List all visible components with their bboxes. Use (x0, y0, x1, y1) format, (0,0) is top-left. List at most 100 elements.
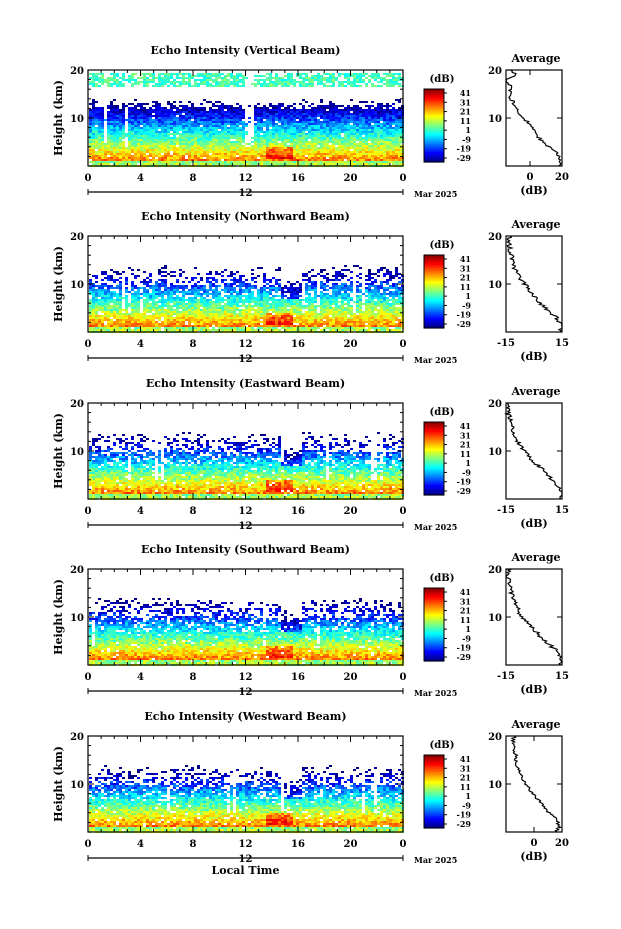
panel-title: Echo Intensity (Vertical Beam) (150, 44, 340, 57)
y-axis-label: Height (km) (52, 579, 65, 655)
x-tick-label: 16 (291, 173, 305, 184)
profile-y-tick-label: 10 (488, 280, 502, 291)
colorbar-tick-label: 11 (460, 449, 471, 459)
colorbar-tick-label: 21 (460, 107, 471, 117)
heatmap-cells (89, 432, 404, 500)
colorbar-tick-label: -9 (462, 134, 471, 144)
profile-title: Average (510, 52, 560, 65)
profile-y-tick-label: 20 (488, 66, 502, 77)
echo-panel-1: Echo Intensity (Northward Beam)2010Heigh… (52, 210, 569, 365)
y-tick-label: 10 (70, 780, 84, 791)
profile-y-tick-label: 20 (488, 565, 502, 576)
colorbar-tick-label: 11 (460, 116, 471, 126)
colorbar-tick-label: 31 (460, 263, 471, 273)
profile-title: Average (510, 385, 560, 398)
colorbar-tick-label: 11 (460, 282, 471, 292)
colorbar-tick-label: 11 (460, 615, 471, 625)
colorbar-tick-label: 31 (460, 763, 471, 773)
profile-x-tick-label: 0 (531, 838, 538, 849)
panel-title: Echo Intensity (Northward Beam) (141, 210, 350, 223)
average-profile: Average 20 10 -15 15 (dB) (488, 385, 569, 530)
colorbar-tick-label: 1 (465, 458, 471, 468)
colorbar-tick-label: 31 (460, 596, 471, 606)
heatmap-cells (89, 73, 404, 167)
colorbar-tick-label: 21 (460, 273, 471, 283)
profile-x-label: (dB) (520, 184, 547, 197)
date-center-label: 12 (239, 854, 253, 865)
x-tick-label: 20 (344, 506, 358, 517)
date-center-label: 12 (239, 354, 253, 365)
colorbar-tick-label: -19 (457, 810, 472, 820)
average-profile: Average 20 10 0 20 (dB) (488, 52, 569, 197)
colorbar-tick-label: 21 (460, 773, 471, 783)
x-tick-label: 0 (85, 506, 92, 517)
x-tick-label: 4 (137, 839, 144, 850)
x-tick-label: 0 (400, 173, 407, 184)
average-profile: Average 20 10 0 20 (dB) (488, 718, 569, 863)
colorbar-tick-label: 41 (460, 587, 471, 597)
colorbar-tick-label: 41 (460, 421, 471, 431)
y-axis-label: Height (km) (52, 746, 65, 822)
colorbar-tick-label: 1 (465, 624, 471, 634)
x-tick-label: 8 (190, 839, 197, 850)
y-tick-label: 10 (70, 114, 84, 125)
y-axis-label: Height (km) (52, 413, 65, 489)
colorbar-label: (dB) (430, 74, 455, 85)
profile-x-tick-label: 20 (555, 172, 569, 183)
colorbar-tick-label: 21 (460, 440, 471, 450)
date-center-label: 12 (239, 521, 253, 532)
colorbar-tick-label: 41 (460, 254, 471, 264)
x-tick-label: 16 (291, 839, 305, 850)
x-tick-label: 8 (190, 506, 197, 517)
x-tick-label: 4 (137, 339, 144, 350)
profile-x-tick-label: 20 (555, 838, 569, 849)
date-label: Mar 2025 (414, 688, 457, 698)
colorbar-tick-label: -29 (457, 486, 472, 496)
profile-y-tick-label: 20 (488, 399, 502, 410)
profile-x-tick-label: 15 (555, 338, 569, 349)
x-tick-label: 4 (137, 506, 144, 517)
x-tick-label: 20 (344, 672, 358, 683)
profile-x-tick-label: 15 (555, 671, 569, 682)
echo-panel-0: Echo Intensity (Vertical Beam)2010Height… (52, 44, 569, 199)
colorbar-label: (dB) (430, 240, 455, 251)
x-tick-label: 8 (190, 672, 197, 683)
x-tick-label: 20 (344, 839, 358, 850)
y-tick-label: 20 (70, 732, 84, 743)
x-tick-label: 20 (344, 339, 358, 350)
colorbar-tick-label: 41 (460, 754, 471, 764)
heatmap-cells (89, 265, 404, 333)
x-tick-label: 4 (137, 672, 144, 683)
profile-title: Average (510, 718, 560, 731)
colorbar-tick-label: -29 (457, 652, 472, 662)
profile-x-tick-label: 0 (527, 172, 534, 183)
x-tick-label: 0 (85, 173, 92, 184)
x-tick-label: 20 (344, 173, 358, 184)
x-tick-label: 12 (239, 339, 253, 350)
colorbar-tick-label: 1 (465, 791, 471, 801)
y-tick-label: 10 (70, 447, 84, 458)
y-tick-label: 20 (70, 399, 84, 410)
echo-panel-4: Echo Intensity (Westward Beam)2010Height… (52, 710, 569, 877)
x-tick-label: 0 (400, 672, 407, 683)
colorbar-tick-label: 31 (460, 430, 471, 440)
colorbar-label: (dB) (430, 573, 455, 584)
colorbar-tick-label: -19 (457, 643, 472, 653)
colorbar-label: (dB) (430, 407, 455, 418)
heatmap-cells (89, 765, 404, 833)
x-tick-label: 16 (291, 672, 305, 683)
date-label: Mar 2025 (414, 855, 457, 865)
profile-line (510, 735, 563, 833)
y-tick-label: 20 (70, 565, 84, 576)
colorbar-label: (dB) (430, 740, 455, 751)
profile-title: Average (510, 218, 560, 231)
x-tick-label: 8 (190, 339, 197, 350)
heatmap-cells (89, 598, 404, 666)
profile-y-tick-label: 10 (488, 780, 502, 791)
colorbar-tick-label: -9 (462, 800, 471, 810)
